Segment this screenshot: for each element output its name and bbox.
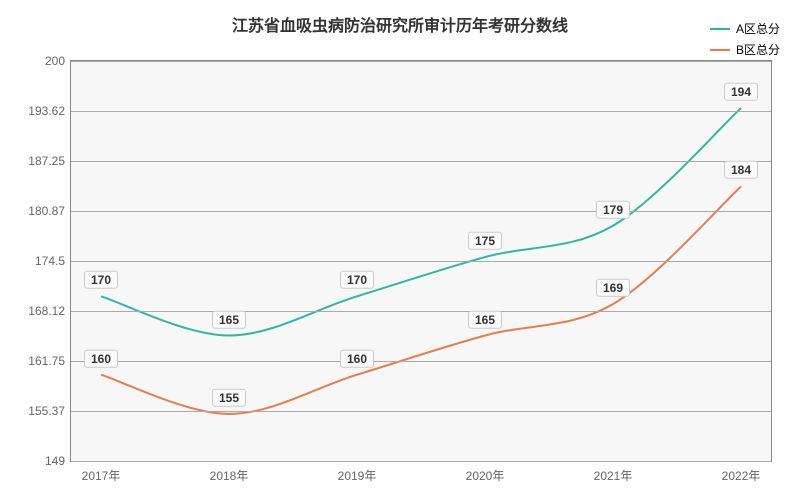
data-label: 179 xyxy=(596,201,630,219)
legend-item: A区总分 xyxy=(710,20,780,37)
data-label: 170 xyxy=(340,271,374,289)
gridline xyxy=(71,461,771,462)
gridline xyxy=(71,311,771,312)
gridline xyxy=(71,211,771,212)
data-label: 184 xyxy=(724,161,758,179)
data-label: 165 xyxy=(212,310,246,328)
data-label: 169 xyxy=(596,279,630,297)
legend-swatch xyxy=(710,49,730,51)
y-tick-label: 168.12 xyxy=(28,304,71,318)
x-tick-label: 2018年 xyxy=(210,461,249,484)
legend-label: A区总分 xyxy=(736,20,780,37)
gridline xyxy=(71,361,771,362)
x-tick-label: 2021年 xyxy=(594,461,633,484)
y-tick-label: 187.25 xyxy=(28,154,71,168)
series-line xyxy=(101,186,741,413)
x-tick-label: 2022年 xyxy=(722,461,761,484)
chart-container: 江苏省血吸虫病防治研究所审计历年考研分数线 A区总分B区总分 149155.37… xyxy=(0,0,800,500)
legend-swatch xyxy=(710,28,730,30)
legend: A区总分 B区总分 xyxy=(710,20,780,62)
series-line xyxy=(101,108,741,335)
y-tick-label: 180.87 xyxy=(28,204,71,218)
data-label: 160 xyxy=(340,350,374,368)
gridline xyxy=(71,261,771,262)
legend-item: B区总分 xyxy=(710,41,780,58)
y-tick-label: 200 xyxy=(45,54,71,68)
gridline xyxy=(71,111,771,112)
gridline xyxy=(71,61,771,62)
y-tick-label: 174.5 xyxy=(35,254,71,268)
data-label: 170 xyxy=(84,271,118,289)
y-tick-label: 149 xyxy=(45,454,71,468)
data-label: 160 xyxy=(84,350,118,368)
data-label: 155 xyxy=(212,389,246,407)
chart-title: 江苏省血吸虫病防治研究所审计历年考研分数线 xyxy=(0,12,800,36)
y-tick-label: 161.75 xyxy=(28,354,71,368)
gridline xyxy=(71,161,771,162)
gridline xyxy=(71,411,771,412)
x-tick-label: 2019年 xyxy=(338,461,377,484)
legend-label: B区总分 xyxy=(736,41,780,58)
data-label: 194 xyxy=(724,83,758,101)
data-label: 165 xyxy=(468,310,502,328)
y-tick-label: 193.62 xyxy=(28,104,71,118)
plot-area: 149155.37161.75168.12174.5180.87187.2519… xyxy=(70,60,772,462)
y-tick-label: 155.37 xyxy=(28,404,71,418)
x-tick-label: 2017年 xyxy=(82,461,121,484)
x-tick-label: 2020年 xyxy=(466,461,505,484)
data-label: 175 xyxy=(468,232,502,250)
